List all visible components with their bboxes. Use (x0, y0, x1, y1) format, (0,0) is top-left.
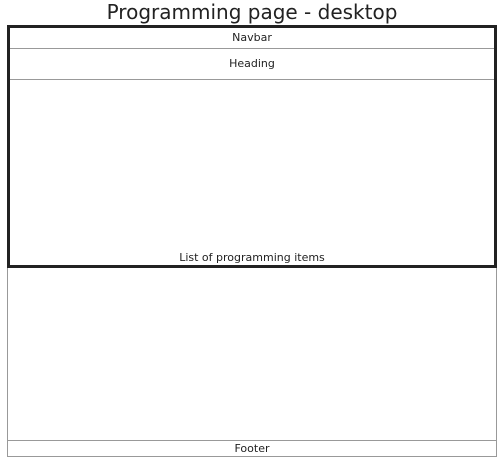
list-label: List of programming items (179, 251, 325, 264)
programming-items-list: List of programming items (10, 80, 494, 265)
navbar-section: Navbar (10, 28, 494, 49)
footer-section: Footer (7, 440, 497, 457)
page-title: Programming page - desktop (106, 0, 398, 24)
viewport-frame: Navbar Heading List of programming items (7, 25, 497, 268)
heading-section: Heading (10, 49, 494, 80)
page-container (7, 267, 497, 457)
